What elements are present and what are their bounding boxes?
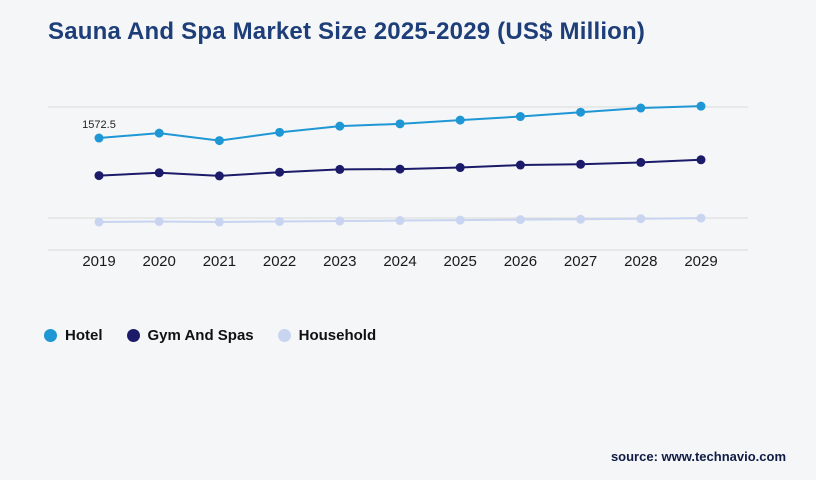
household-point [335,216,345,226]
gym-and-spas-point [576,159,586,169]
gym-and-spas-point [335,164,345,174]
gym-and-spas-point [94,171,104,181]
gym-and-spas-point [696,155,706,165]
hotel-point [214,136,224,146]
legend-item-hotel: Hotel [44,327,103,344]
gym-and-spas-point [154,168,164,178]
household-point [94,217,104,227]
household-point [214,217,224,227]
x-axis-label: 2019 [82,253,115,270]
x-axis-label: 2021 [203,253,236,270]
household-point [455,215,465,225]
x-axis-label: 2024 [383,253,416,270]
hotel-point [335,121,345,131]
household-point [154,216,164,226]
legend-label: Gym And Spas [147,326,254,344]
legend-item-household: Household [277,326,377,344]
line-chart: 1572.5 2019 2020 2021 2022 2023 2024 2025 2026 20… [48,101,748,270]
x-axis-label: 2020 [143,253,176,270]
hotel-point [154,128,164,138]
gym-and-spas-point [214,171,224,181]
household-legend-dot-icon [277,328,291,342]
hotel-point [395,119,405,129]
legend-label: Hotel [65,326,103,344]
gym-and-spas-point [275,167,285,177]
hotel-point [636,103,646,113]
household-point [395,216,405,226]
hotel-point [515,112,525,122]
hotel-point [696,101,706,111]
hotel-point [275,127,285,137]
household-point [576,214,586,224]
hotel-point [94,133,104,143]
gym-and-spas-point [395,164,405,174]
gym-and-spas-point [636,157,646,167]
hotel-point [455,115,465,125]
x-axis-label: 2028 [624,253,657,270]
gym-and-spas-legend-dot-icon [126,328,140,342]
x-axis-label: 2027 [564,253,597,270]
gym-and-spas-point [455,163,465,173]
hotel-point [576,107,586,117]
point-label: 1572.5 [82,119,116,131]
x-axis-label: 2025 [444,253,477,270]
legend: Hotel Gym And Spas Household [44,322,376,348]
household-point [696,213,706,223]
x-axis-label: 2022 [263,253,296,270]
chart-title: Sauna And Spa Market Size 2025-2029 (US$… [48,18,646,45]
household-point [636,214,646,224]
x-axis-label: 2023 [323,253,356,270]
source-text: source: www.technavio.com [610,449,786,464]
household-point [515,215,525,225]
hotel-legend-dot-icon [44,328,57,342]
legend-label: Household [298,326,377,344]
x-axis-label: 2029 [684,253,717,270]
gym-and-spas-point [515,160,525,170]
legend-item-gym-and-spas: Gym And Spas [126,326,254,344]
x-axis-label: 2026 [504,253,537,270]
household-point [275,216,285,226]
